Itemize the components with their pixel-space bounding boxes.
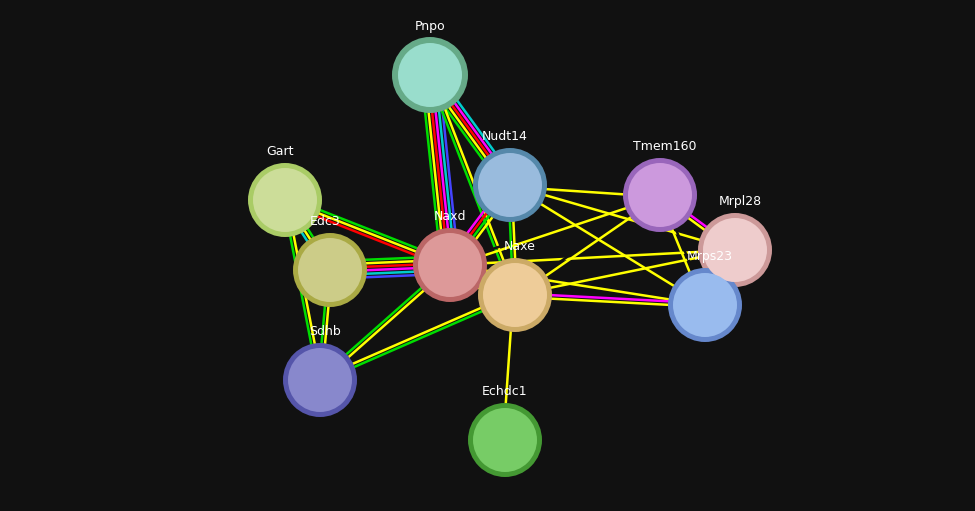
Ellipse shape xyxy=(478,258,552,332)
Text: Mrps23: Mrps23 xyxy=(687,250,733,263)
Text: Gart: Gart xyxy=(266,145,293,158)
Text: Sdhb: Sdhb xyxy=(309,325,341,338)
Ellipse shape xyxy=(413,228,487,302)
Ellipse shape xyxy=(478,153,542,217)
Ellipse shape xyxy=(698,213,772,287)
Ellipse shape xyxy=(298,238,362,302)
Text: Edc3: Edc3 xyxy=(310,215,340,228)
Ellipse shape xyxy=(473,408,537,472)
Ellipse shape xyxy=(673,273,737,337)
Ellipse shape xyxy=(248,163,322,237)
Ellipse shape xyxy=(253,168,317,232)
Ellipse shape xyxy=(623,158,697,232)
Ellipse shape xyxy=(288,348,352,412)
Text: Pnpo: Pnpo xyxy=(414,20,446,33)
Ellipse shape xyxy=(392,37,468,113)
Text: Naxd: Naxd xyxy=(434,210,466,223)
Text: Mrpl28: Mrpl28 xyxy=(719,195,761,208)
Ellipse shape xyxy=(283,343,357,417)
Ellipse shape xyxy=(668,268,742,342)
Ellipse shape xyxy=(703,218,767,282)
Ellipse shape xyxy=(468,403,542,477)
Ellipse shape xyxy=(473,148,547,222)
Text: Nudt14: Nudt14 xyxy=(482,130,527,143)
Text: Tmem160: Tmem160 xyxy=(633,140,697,153)
Ellipse shape xyxy=(398,43,462,107)
Ellipse shape xyxy=(483,263,547,327)
Ellipse shape xyxy=(628,163,692,227)
Ellipse shape xyxy=(418,233,482,297)
Text: Echdc1: Echdc1 xyxy=(483,385,527,398)
Ellipse shape xyxy=(293,233,367,307)
Text: Naxe: Naxe xyxy=(504,240,536,253)
